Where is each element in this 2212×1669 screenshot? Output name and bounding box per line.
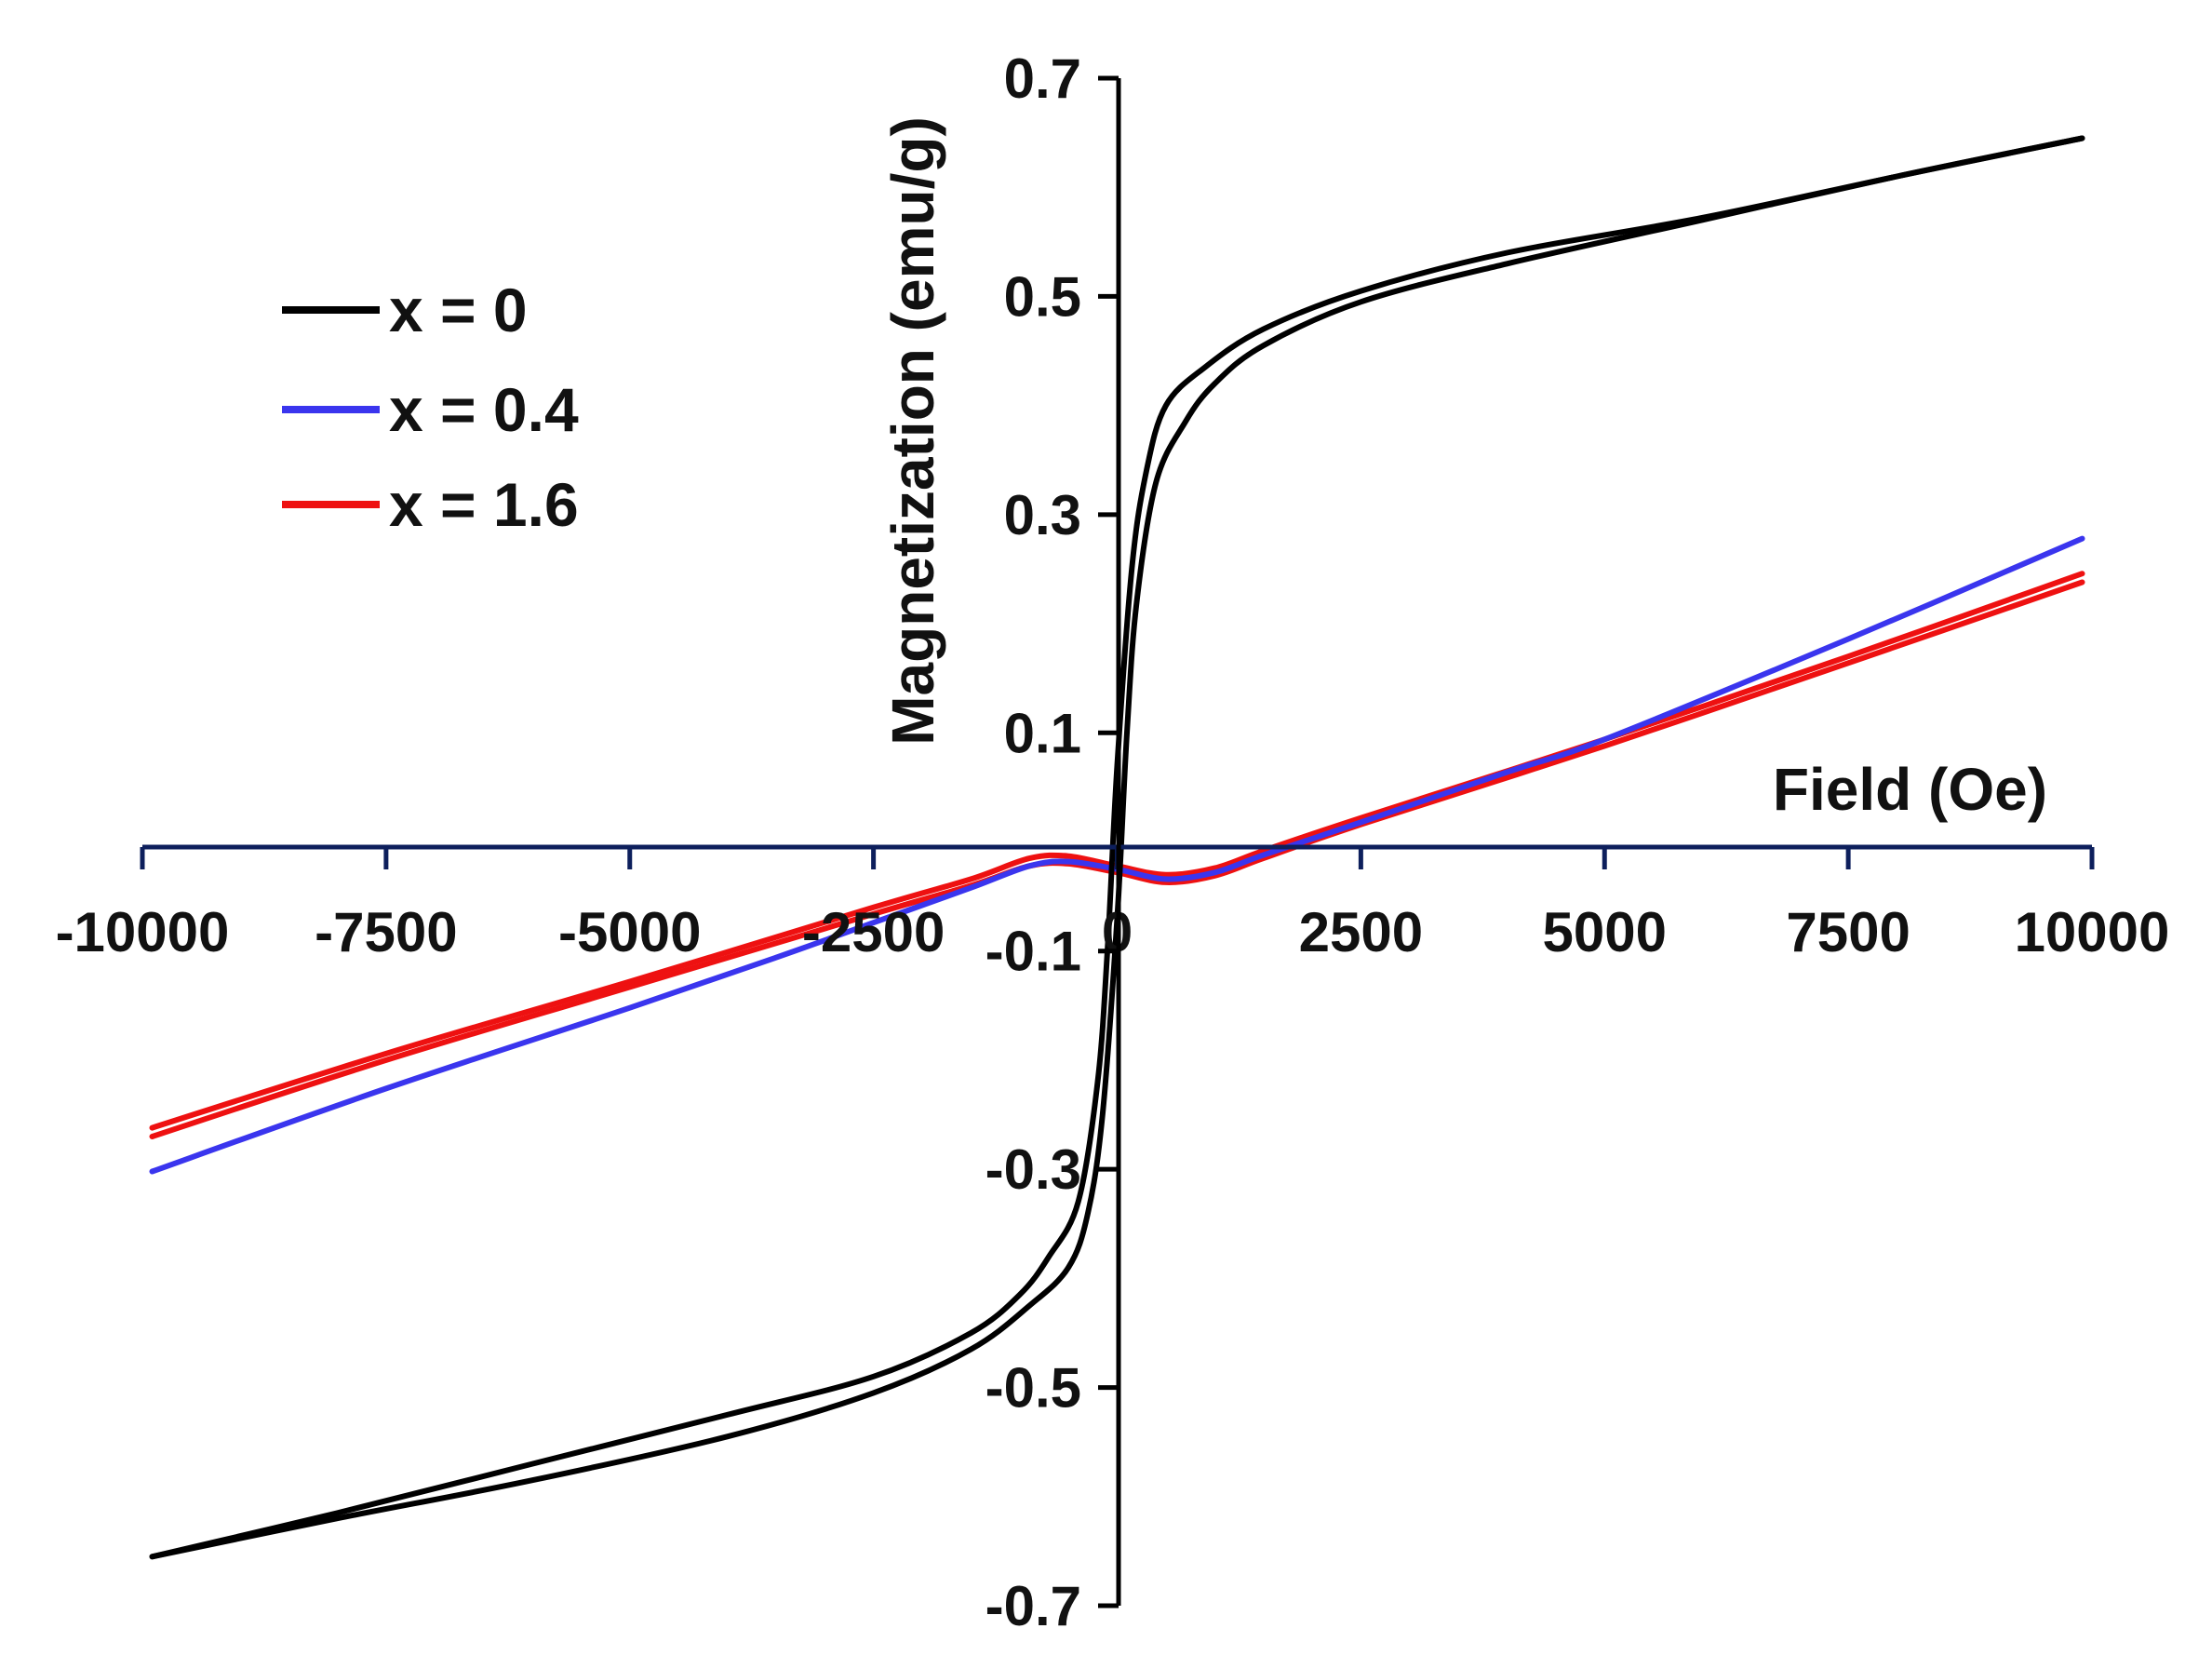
legend-label: x = 0.4 bbox=[389, 375, 579, 444]
y-tick-label: 0.1 bbox=[1004, 702, 1081, 764]
x-tick-label: -10000 bbox=[56, 901, 230, 963]
y-tick-label: 0.3 bbox=[1004, 484, 1081, 546]
legend-label: x = 1.6 bbox=[389, 470, 579, 539]
x-tick-label: 2500 bbox=[1299, 901, 1423, 963]
y-tick-label: -0.1 bbox=[985, 921, 1081, 983]
axes-layer: -10000-7500-5000-2500025005000750010000-… bbox=[56, 47, 2170, 1637]
series-line-x-0-ascending bbox=[149, 135, 2085, 1560]
x-tick-label: 7500 bbox=[1786, 901, 1910, 963]
x-tick-label: -2500 bbox=[802, 901, 945, 963]
legend-label: x = 0 bbox=[389, 276, 528, 344]
y-tick-label: 0.5 bbox=[1004, 265, 1081, 328]
x-tick-label: -5000 bbox=[558, 901, 701, 963]
x-tick-label: 10000 bbox=[2015, 901, 2170, 963]
y-axis-title: Magnetization (emu/g) bbox=[879, 116, 946, 746]
x-axis-title: Field (Oe) bbox=[1773, 756, 2047, 823]
y-tick-label: 0.7 bbox=[1004, 47, 1081, 110]
legend: x = 0 x = 0.4 x = 1.6 bbox=[282, 276, 579, 539]
series-line-x-0-descending bbox=[149, 135, 2085, 1560]
x-tick-label: -7500 bbox=[315, 901, 457, 963]
y-tick-label: -0.3 bbox=[985, 1138, 1081, 1201]
y-tick-label: -0.7 bbox=[985, 1575, 1081, 1637]
y-tick-label: -0.5 bbox=[985, 1357, 1081, 1420]
x-tick-label: 5000 bbox=[1543, 901, 1667, 963]
